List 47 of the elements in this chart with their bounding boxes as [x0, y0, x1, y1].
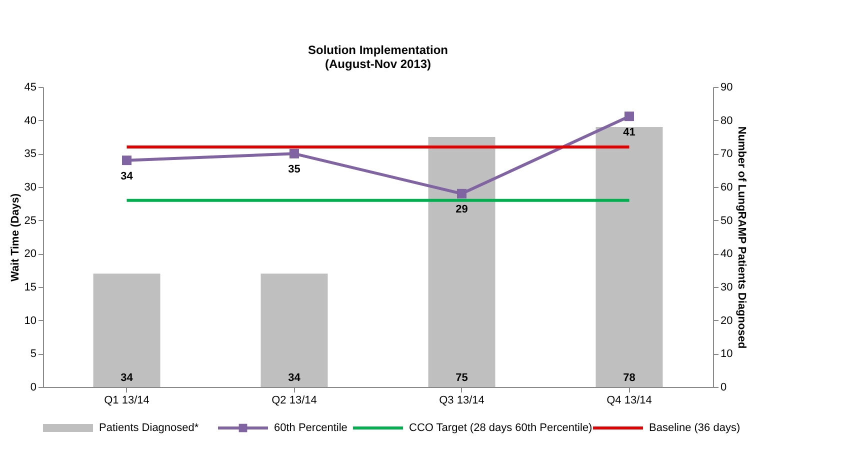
y2-tick-label: 30 [720, 282, 733, 294]
y2-tick-label: 0 [720, 382, 727, 394]
bar [260, 274, 328, 387]
legend-label: Patients Diagnosed* [99, 422, 200, 434]
y-axis-title: Wait Time (Days) [9, 193, 22, 282]
y2-tick-label: 40 [720, 248, 733, 260]
data-label: 34 [288, 372, 302, 384]
bar [93, 274, 160, 387]
point [290, 148, 299, 158]
data-label: 75 [456, 372, 468, 384]
data-label: 41 [623, 126, 636, 138]
y2-tick-label: 50 [720, 214, 733, 227]
y2-axis-title: Number of LungRAMP Patients Diagnosed [736, 126, 748, 349]
x-tick-label: Q4 13/14 [606, 394, 652, 406]
data-label: 35 [288, 164, 300, 176]
y-tick-label: 45 [24, 82, 36, 94]
data-label: 34 [120, 170, 134, 182]
bar [596, 127, 663, 387]
y2-tick-label: 60 [720, 182, 733, 194]
y-tick-label: 30 [24, 182, 36, 194]
x-tick-label: Q1 13/14 [104, 394, 150, 406]
data-label: 34 [120, 372, 134, 384]
y-tick-label: 35 [24, 148, 36, 160]
y2-tick-label: 10 [720, 348, 733, 360]
y2-tick-label: 70 [720, 148, 733, 160]
y-tick-label: 15 [24, 282, 36, 294]
y-tick-label: 40 [24, 114, 36, 127]
text: Solution Implementation (August-Nov 2013) [308, 43, 448, 71]
y-tick-label: 25 [24, 214, 36, 227]
y-tick-label: 5 [30, 348, 36, 360]
x-tick-label: Q3 13/14 [439, 394, 484, 406]
point [624, 112, 634, 122]
x-tick-label: Q2 13/14 [272, 394, 317, 406]
legend-label: 60th Percentile [274, 422, 348, 434]
point [122, 156, 132, 166]
data-label: 78 [623, 372, 636, 384]
data-label: 29 [456, 204, 468, 216]
y-tick-label: 0 [30, 382, 36, 394]
y2-tick-label: 80 [720, 114, 733, 127]
point [457, 188, 466, 198]
legend-label: CCO Target (28 days 60th Percentile) [409, 422, 592, 434]
y-tick-label: 20 [24, 248, 36, 260]
y-tick-label: 10 [24, 314, 36, 327]
legend-label: Baseline (36 days) [649, 422, 740, 434]
bar [428, 137, 496, 387]
y2-tick-label: 20 [720, 314, 733, 327]
y2-tick-label: 90 [720, 82, 733, 94]
